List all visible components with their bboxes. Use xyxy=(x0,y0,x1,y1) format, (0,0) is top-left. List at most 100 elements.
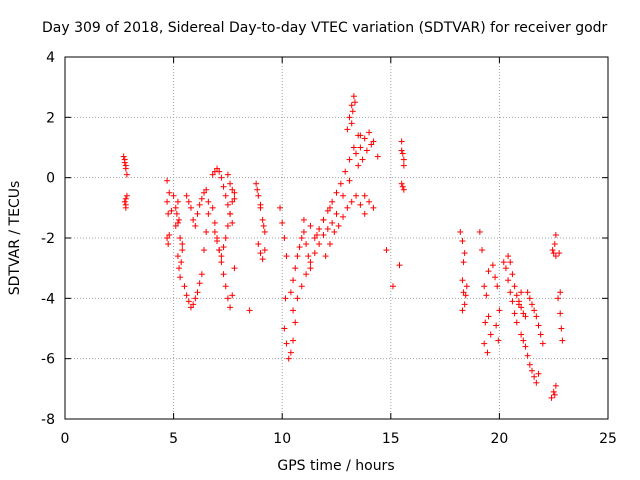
data-point xyxy=(122,195,129,202)
data-point xyxy=(502,265,509,272)
data-point xyxy=(300,228,307,235)
x-tick-label: 20 xyxy=(490,431,508,447)
data-point xyxy=(174,198,181,205)
y-tick-label: 4 xyxy=(46,50,55,66)
data-point xyxy=(494,283,501,290)
data-point xyxy=(457,228,464,235)
data-point xyxy=(177,235,184,241)
data-point xyxy=(398,180,405,187)
data-point xyxy=(298,283,305,290)
data-point xyxy=(282,295,289,302)
data-point xyxy=(121,156,128,163)
data-point xyxy=(257,250,264,257)
data-point xyxy=(292,265,299,272)
x-axis-label: GPS time / hours xyxy=(277,458,394,474)
data-point xyxy=(176,216,183,223)
y-tick-label: 0 xyxy=(46,171,55,187)
y-tick-label: -6 xyxy=(41,352,55,368)
data-point xyxy=(196,280,203,287)
y-tick-label: -4 xyxy=(41,291,55,307)
data-point xyxy=(398,147,405,154)
y-tick-label: -2 xyxy=(41,231,55,247)
data-point xyxy=(348,102,355,109)
data-point xyxy=(340,192,347,199)
data-point xyxy=(511,283,518,290)
data-point xyxy=(287,349,294,356)
data-point xyxy=(507,289,514,296)
data-point xyxy=(122,201,129,208)
data-point xyxy=(227,304,234,311)
data-point xyxy=(254,186,261,193)
data-point xyxy=(492,274,499,281)
data-point xyxy=(558,325,565,332)
data-point xyxy=(174,253,181,260)
data-point xyxy=(361,135,368,142)
data-point xyxy=(320,231,327,238)
data-point xyxy=(399,150,406,157)
data-point xyxy=(460,289,467,296)
data-point xyxy=(383,247,390,254)
grid xyxy=(65,57,608,419)
y-axis-label: SDTVAR / TECUs xyxy=(7,181,23,296)
data-point xyxy=(311,235,318,241)
data-point xyxy=(533,313,540,320)
data-point xyxy=(481,340,488,347)
axis-ticks xyxy=(64,56,609,420)
data-point xyxy=(316,241,323,248)
data-point xyxy=(399,183,406,190)
data-point xyxy=(303,271,310,278)
data-point xyxy=(190,301,197,308)
data-point xyxy=(518,289,525,296)
data-point xyxy=(361,192,368,199)
data-point xyxy=(526,361,533,368)
data-point xyxy=(277,204,284,211)
data-point xyxy=(313,231,320,238)
data-point xyxy=(279,219,286,226)
data-point xyxy=(505,253,512,260)
data-point xyxy=(349,108,356,115)
data-point xyxy=(216,247,223,254)
data-point xyxy=(346,177,353,184)
data-point xyxy=(177,274,184,281)
data-point xyxy=(555,295,562,302)
data-point xyxy=(229,292,236,299)
data-point xyxy=(183,192,190,199)
data-point xyxy=(483,292,490,299)
data-point xyxy=(305,253,312,260)
data-point xyxy=(214,238,221,245)
data-point xyxy=(187,204,194,211)
data-point xyxy=(485,313,492,320)
data-point xyxy=(179,247,186,254)
data-point xyxy=(224,201,231,208)
data-point xyxy=(329,198,336,205)
data-point xyxy=(368,141,375,148)
data-point xyxy=(168,207,175,214)
data-point xyxy=(285,355,292,362)
data-point xyxy=(557,310,564,317)
data-point xyxy=(348,198,355,205)
data-point xyxy=(123,171,130,178)
data-point xyxy=(326,204,333,211)
data-point xyxy=(496,307,503,314)
data-point xyxy=(463,283,470,290)
data-point xyxy=(374,153,381,160)
data-point xyxy=(231,195,238,202)
data-point xyxy=(322,253,329,260)
data-point xyxy=(187,304,194,311)
data-point xyxy=(357,132,364,139)
data-point xyxy=(524,289,531,296)
data-point xyxy=(481,283,488,290)
data-point xyxy=(307,265,314,272)
data-point xyxy=(300,216,307,223)
data-point xyxy=(509,298,516,305)
data-point xyxy=(311,250,318,257)
data-point xyxy=(203,228,210,235)
x-tick-label: 10 xyxy=(273,431,291,447)
data-point xyxy=(396,262,403,269)
data-point xyxy=(259,256,266,263)
data-point xyxy=(548,394,555,401)
data-point xyxy=(324,207,331,214)
data-point xyxy=(179,241,186,248)
data-point xyxy=(181,283,188,290)
